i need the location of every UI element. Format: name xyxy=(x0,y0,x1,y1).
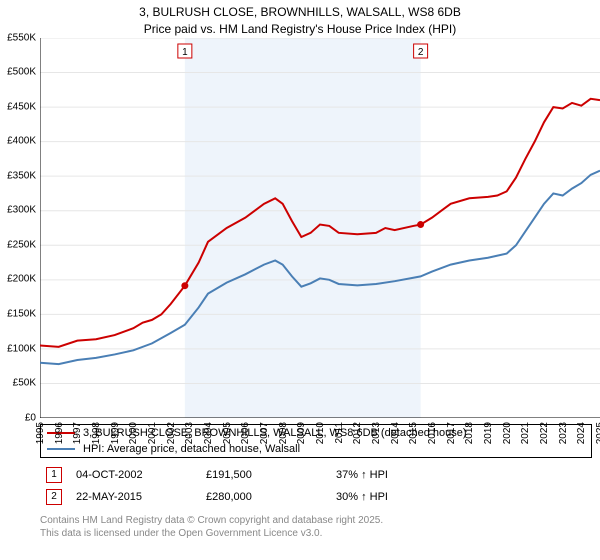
marker-price-1: £191,500 xyxy=(206,469,336,481)
y-tick-label: £550K xyxy=(7,32,36,43)
chart-svg: 12 xyxy=(40,38,600,418)
legend-label-hpi: HPI: Average price, detached house, Wals… xyxy=(83,443,300,455)
marker-delta-1: 37% ↑ HPI xyxy=(336,469,466,481)
y-tick-label: £450K xyxy=(7,101,36,112)
x-tick-label: 2009 xyxy=(296,422,307,444)
x-tick-label: 2012 xyxy=(352,422,363,444)
svg-text:2: 2 xyxy=(418,47,424,58)
x-tick-label: 2001 xyxy=(147,422,158,444)
swatch-hpi xyxy=(47,448,75,450)
y-tick-label: £200K xyxy=(7,274,36,285)
footer-line1: Contains HM Land Registry data © Crown c… xyxy=(40,514,590,527)
x-tick-label: 2022 xyxy=(539,422,550,444)
marker-row-2: 2 22-MAY-2015 £280,000 30% ↑ HPI xyxy=(40,486,590,508)
x-tick-label: 2011 xyxy=(334,422,345,444)
y-tick-label: £50K xyxy=(13,378,36,389)
y-tick-label: £150K xyxy=(7,308,36,319)
marker-row-1: 1 04-OCT-2002 £191,500 37% ↑ HPI xyxy=(40,464,590,486)
markers-table: 1 04-OCT-2002 £191,500 37% ↑ HPI 2 22-MA… xyxy=(40,464,590,508)
y-tick-label: £500K xyxy=(7,67,36,78)
marker-label-1: 1 xyxy=(46,467,62,483)
y-tick-label: £350K xyxy=(7,170,36,181)
x-tick-label: 2020 xyxy=(502,422,513,444)
y-tick-label: £400K xyxy=(7,136,36,147)
svg-text:1: 1 xyxy=(182,47,188,58)
x-tick-label: 2018 xyxy=(464,422,475,444)
x-tick-label: 2008 xyxy=(278,422,289,444)
footer-attribution: Contains HM Land Registry data © Crown c… xyxy=(40,514,590,540)
x-tick-label: 1997 xyxy=(72,422,83,444)
x-tick-label: 2004 xyxy=(203,422,214,444)
chart-title: 3, BULRUSH CLOSE, BROWNHILLS, WALSALL, W… xyxy=(0,0,600,38)
x-tick-label: 2003 xyxy=(184,422,195,444)
marker-date-2: 22-MAY-2015 xyxy=(76,491,206,503)
title-line2: Price paid vs. HM Land Registry's House … xyxy=(8,21,592,38)
title-line1: 3, BULRUSH CLOSE, BROWNHILLS, WALSALL, W… xyxy=(8,4,592,21)
x-tick-label: 2016 xyxy=(427,422,438,444)
x-tick-label: 2024 xyxy=(576,422,587,444)
x-tick-label: 2007 xyxy=(259,422,270,444)
x-tick-label: 1999 xyxy=(110,422,121,444)
x-tick-label: 2023 xyxy=(558,422,569,444)
x-tick-label: 2013 xyxy=(371,422,382,444)
x-tick-label: 2025 xyxy=(595,422,600,444)
x-tick-label: 2010 xyxy=(315,422,326,444)
x-tick-label: 1996 xyxy=(54,422,65,444)
x-tick-label: 2005 xyxy=(222,422,233,444)
x-tick-label: 2015 xyxy=(408,422,419,444)
x-tick-label: 2006 xyxy=(240,422,251,444)
y-tick-label: £300K xyxy=(7,205,36,216)
x-tick-label: 2002 xyxy=(166,422,177,444)
marker-delta-2: 30% ↑ HPI xyxy=(336,491,466,503)
x-tick-label: 2014 xyxy=(390,422,401,444)
footer-line2: This data is licensed under the Open Gov… xyxy=(40,527,590,540)
marker-date-1: 04-OCT-2002 xyxy=(76,469,206,481)
x-tick-label: 2000 xyxy=(128,422,139,444)
x-tick-label: 2021 xyxy=(520,422,531,444)
chart-area: 12 £0£50K£100K£150K£200K£250K£300K£350K£… xyxy=(40,38,600,418)
x-tick-label: 1998 xyxy=(91,422,102,444)
y-tick-label: £100K xyxy=(7,343,36,354)
x-tick-label: 1995 xyxy=(35,422,46,444)
y-tick-label: £250K xyxy=(7,239,36,250)
marker-price-2: £280,000 xyxy=(206,491,336,503)
x-tick-label: 2019 xyxy=(483,422,494,444)
x-tick-label: 2017 xyxy=(446,422,457,444)
marker-label-2: 2 xyxy=(46,489,62,505)
